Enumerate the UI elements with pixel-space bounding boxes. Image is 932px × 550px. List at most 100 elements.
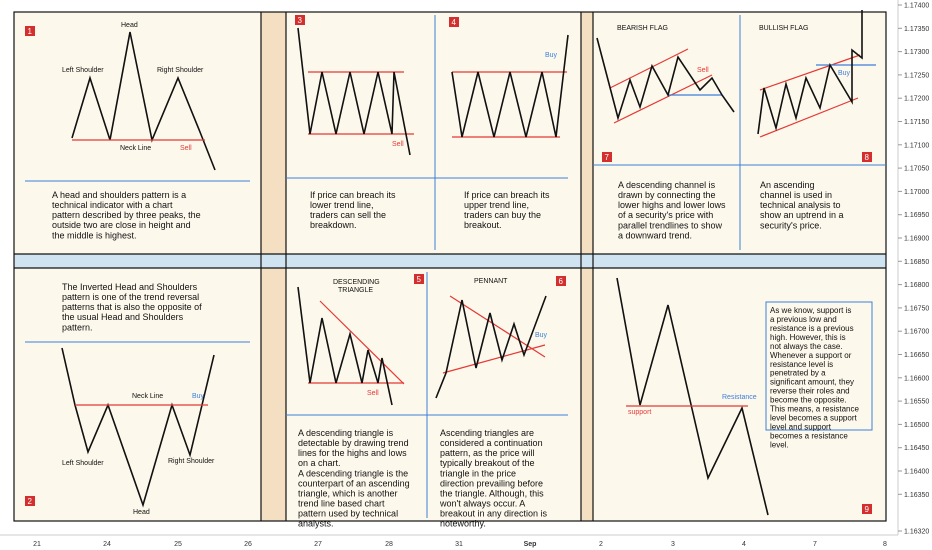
description-line: patterns that is also the opposite of — [62, 302, 202, 312]
panel-5-title-line-2: TRIANGLE — [338, 287, 373, 294]
description-line: analysts. — [298, 519, 334, 529]
price-tick-label: 1.16500 — [904, 422, 929, 429]
panel-6-description: Ascending triangles are considered a cont… — [439, 428, 548, 529]
pennant-upper-line — [449, 295, 546, 358]
time-tick-label: 24 — [103, 541, 111, 548]
left-shoulder-2-label: Left Shoulder — [62, 460, 104, 467]
description-line: technical analysis to — [760, 200, 841, 210]
buy-label-6: Buy — [535, 332, 548, 339]
panel-4-badge-label: 4 — [452, 18, 457, 27]
description-line: pattern is one of the trend reversal — [62, 292, 199, 302]
description-line: A head and shoulders pattern is a — [52, 190, 186, 200]
description-line: a downward trend. — [618, 230, 692, 240]
horizontal-band — [14, 254, 886, 268]
panel-1-bg — [14, 12, 261, 254]
description-line: traders can buy the — [464, 210, 541, 220]
price-tick-label: 1.16950 — [904, 212, 929, 219]
price-tick-label: 1.16850 — [904, 259, 929, 266]
buy-label-2: Buy — [192, 393, 205, 400]
bullish-channel-upper — [759, 54, 861, 91]
panel-7-description: A descending channel is drawn by connecti… — [618, 180, 726, 240]
description-line: level becomes a support — [770, 414, 857, 423]
price-tick-label: 1.17200 — [904, 96, 929, 103]
panel-4-description: If price can breach its upper trend line,… — [464, 190, 550, 230]
range-price-line-4 — [451, 34, 569, 138]
description-line: parallel trendlines to show — [618, 220, 723, 230]
sell-label-5: Sell — [367, 390, 379, 397]
panel-8-badge — [862, 152, 872, 162]
price-tick-label: 1.17100 — [904, 142, 929, 149]
panel-2-bg — [14, 268, 261, 521]
description-line: security's price. — [760, 220, 822, 230]
support-resistance-price-line — [616, 277, 769, 516]
panel-5-badge-label: 5 — [417, 275, 422, 284]
right-shoulder-2-label: Right Shoulder — [168, 458, 215, 465]
price-tick-label: 1.16600 — [904, 375, 929, 382]
description-line: breakdown. — [310, 220, 357, 230]
panel-1-badge-label: 1 — [28, 27, 33, 36]
inverted-head-shoulders-price-line — [61, 347, 215, 508]
description-line: level and support — [770, 422, 832, 431]
panel-5-badge — [414, 274, 424, 284]
price-tick-label: 1.17300 — [904, 49, 929, 56]
panel-1-description: A head and shoulders pattern is a technic… — [52, 190, 201, 240]
time-tick-label: 2 — [599, 541, 603, 548]
panel-2-description: The Inverted Head and Shoulders pattern i… — [62, 282, 202, 332]
description-line: direction prevailing before — [440, 478, 543, 488]
sell-label-7: Sell — [697, 67, 709, 74]
panel-6-badge-label: 6 — [559, 277, 564, 286]
descending-price-line — [297, 286, 393, 406]
panel-4: 4 Buy If price can breach its upper trend… — [435, 17, 569, 230]
time-axis[interactable]: 21 24 25 26 27 28 31 Sep 2 3 4 7 8 — [33, 541, 887, 548]
neck-line-2-label: Neck Line — [132, 393, 163, 400]
descending-upper-line — [319, 300, 405, 385]
description-line: on a chart. — [298, 458, 341, 468]
description-line: becomes a resistance — [770, 431, 848, 440]
description-line: level. — [770, 440, 789, 449]
panel-9-badge — [862, 504, 872, 514]
time-tick-label: 25 — [174, 541, 182, 548]
description-line: drawn by connecting the — [618, 190, 716, 200]
description-line: upper trend line, — [464, 200, 529, 210]
description-line: pattern used by technical — [298, 509, 398, 519]
time-tick-label: 31 — [455, 541, 463, 548]
description-line: triangle, which is another — [298, 488, 398, 498]
description-line: the usual Head and Shoulders — [62, 312, 184, 322]
panel-7-badge — [602, 152, 612, 162]
description-line: If price can breach its — [310, 190, 396, 200]
panel-9-badge-label: 9 — [865, 505, 870, 514]
description-line: lower highs and lower lows — [618, 200, 726, 210]
description-line: lines for the highs and lows — [298, 448, 407, 458]
description-line: of a security's price with — [618, 210, 713, 220]
panel-1-badge — [25, 26, 35, 36]
sell-label: Sell — [180, 145, 192, 152]
neck-line-label: Neck Line — [120, 145, 151, 152]
description-line: pattern, as the price will — [440, 448, 535, 458]
buy-label-8: Buy — [838, 70, 851, 77]
panel-6: 6 PENNANT Buy Ascending triangles are con… — [427, 276, 568, 529]
description-line: the middle is highest. — [52, 230, 137, 240]
panel-9-description: As we know, support is a previous low and… — [770, 306, 859, 449]
price-axis[interactable]: 1.17400 1.17350 1.17300 1.17250 1.17200 1.171… — [898, 3, 929, 536]
description-line: show an uptrend in a — [760, 210, 844, 220]
price-tick-label: 1.17400 — [904, 3, 929, 10]
description-line: lower trend line, — [310, 200, 374, 210]
panel-1: 1 Head Left Shoulder Right Shoulder Neck… — [25, 22, 250, 240]
description-line: This means, a resistance — [770, 405, 859, 414]
bearish-flag-price-line — [596, 37, 735, 121]
panel-7-badge-label: 7 — [605, 153, 610, 162]
description-line: reverse their roles and — [770, 387, 850, 396]
description-line: resistance level is — [770, 360, 833, 369]
price-tick-label: 1.16550 — [904, 399, 929, 406]
description-line: considered a continuation — [440, 438, 543, 448]
description-line: high. However, this is — [770, 333, 846, 342]
bullish-flag-price-line — [757, 10, 863, 135]
panel-5-description: A descending triangle is detectable by dr… — [298, 428, 410, 529]
description-line: The Inverted Head and Shoulders — [62, 282, 198, 292]
time-tick-label: 3 — [671, 541, 675, 548]
panel-8-description: An ascending channel is used in technical … — [760, 180, 844, 230]
panel-3-description: If price can breach its lower trend line,… — [310, 190, 396, 230]
range-price-line-3 — [297, 27, 411, 156]
panel-5-6-bg — [286, 268, 581, 521]
